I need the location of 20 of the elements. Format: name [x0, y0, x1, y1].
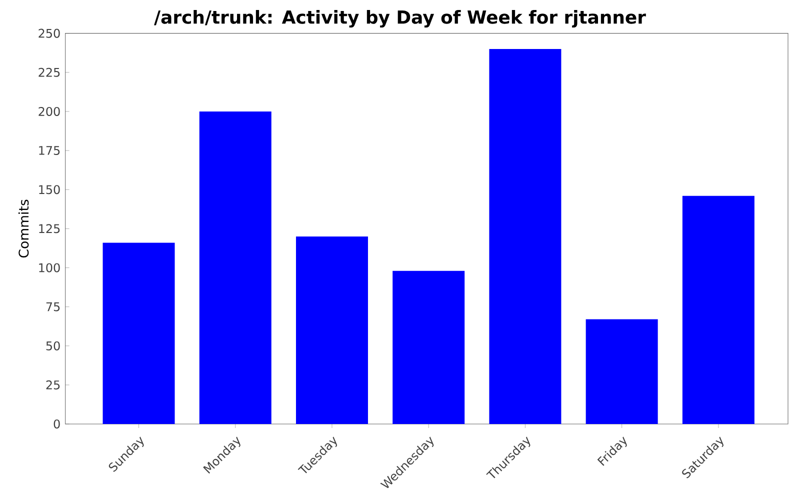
y-tick-label: 175	[39, 146, 60, 155]
bar	[296, 236, 368, 424]
bar	[682, 196, 754, 424]
bar	[392, 270, 465, 424]
y-tick-label: 25	[46, 380, 60, 390]
y-tick-label: 225	[38, 68, 60, 77]
bar	[489, 48, 562, 424]
y-tick-label: 100	[39, 263, 60, 272]
y-tick-label: 250	[38, 28, 60, 38]
y-tick-label: 50	[46, 341, 60, 350]
bar	[199, 111, 272, 424]
y-tick-label: 75	[46, 302, 60, 312]
y-tick-label: 0	[54, 419, 60, 429]
chart-title: /arch/trunk: Activity by Day of Week for rjtanner	[154, 10, 646, 28]
bar	[586, 319, 658, 424]
y-axis-title: Commits	[18, 200, 29, 258]
y-tick-label: 150	[39, 185, 60, 194]
y-tick-label: 200	[38, 106, 60, 116]
bar	[102, 242, 175, 424]
y-tick-label: 125	[39, 224, 60, 234]
